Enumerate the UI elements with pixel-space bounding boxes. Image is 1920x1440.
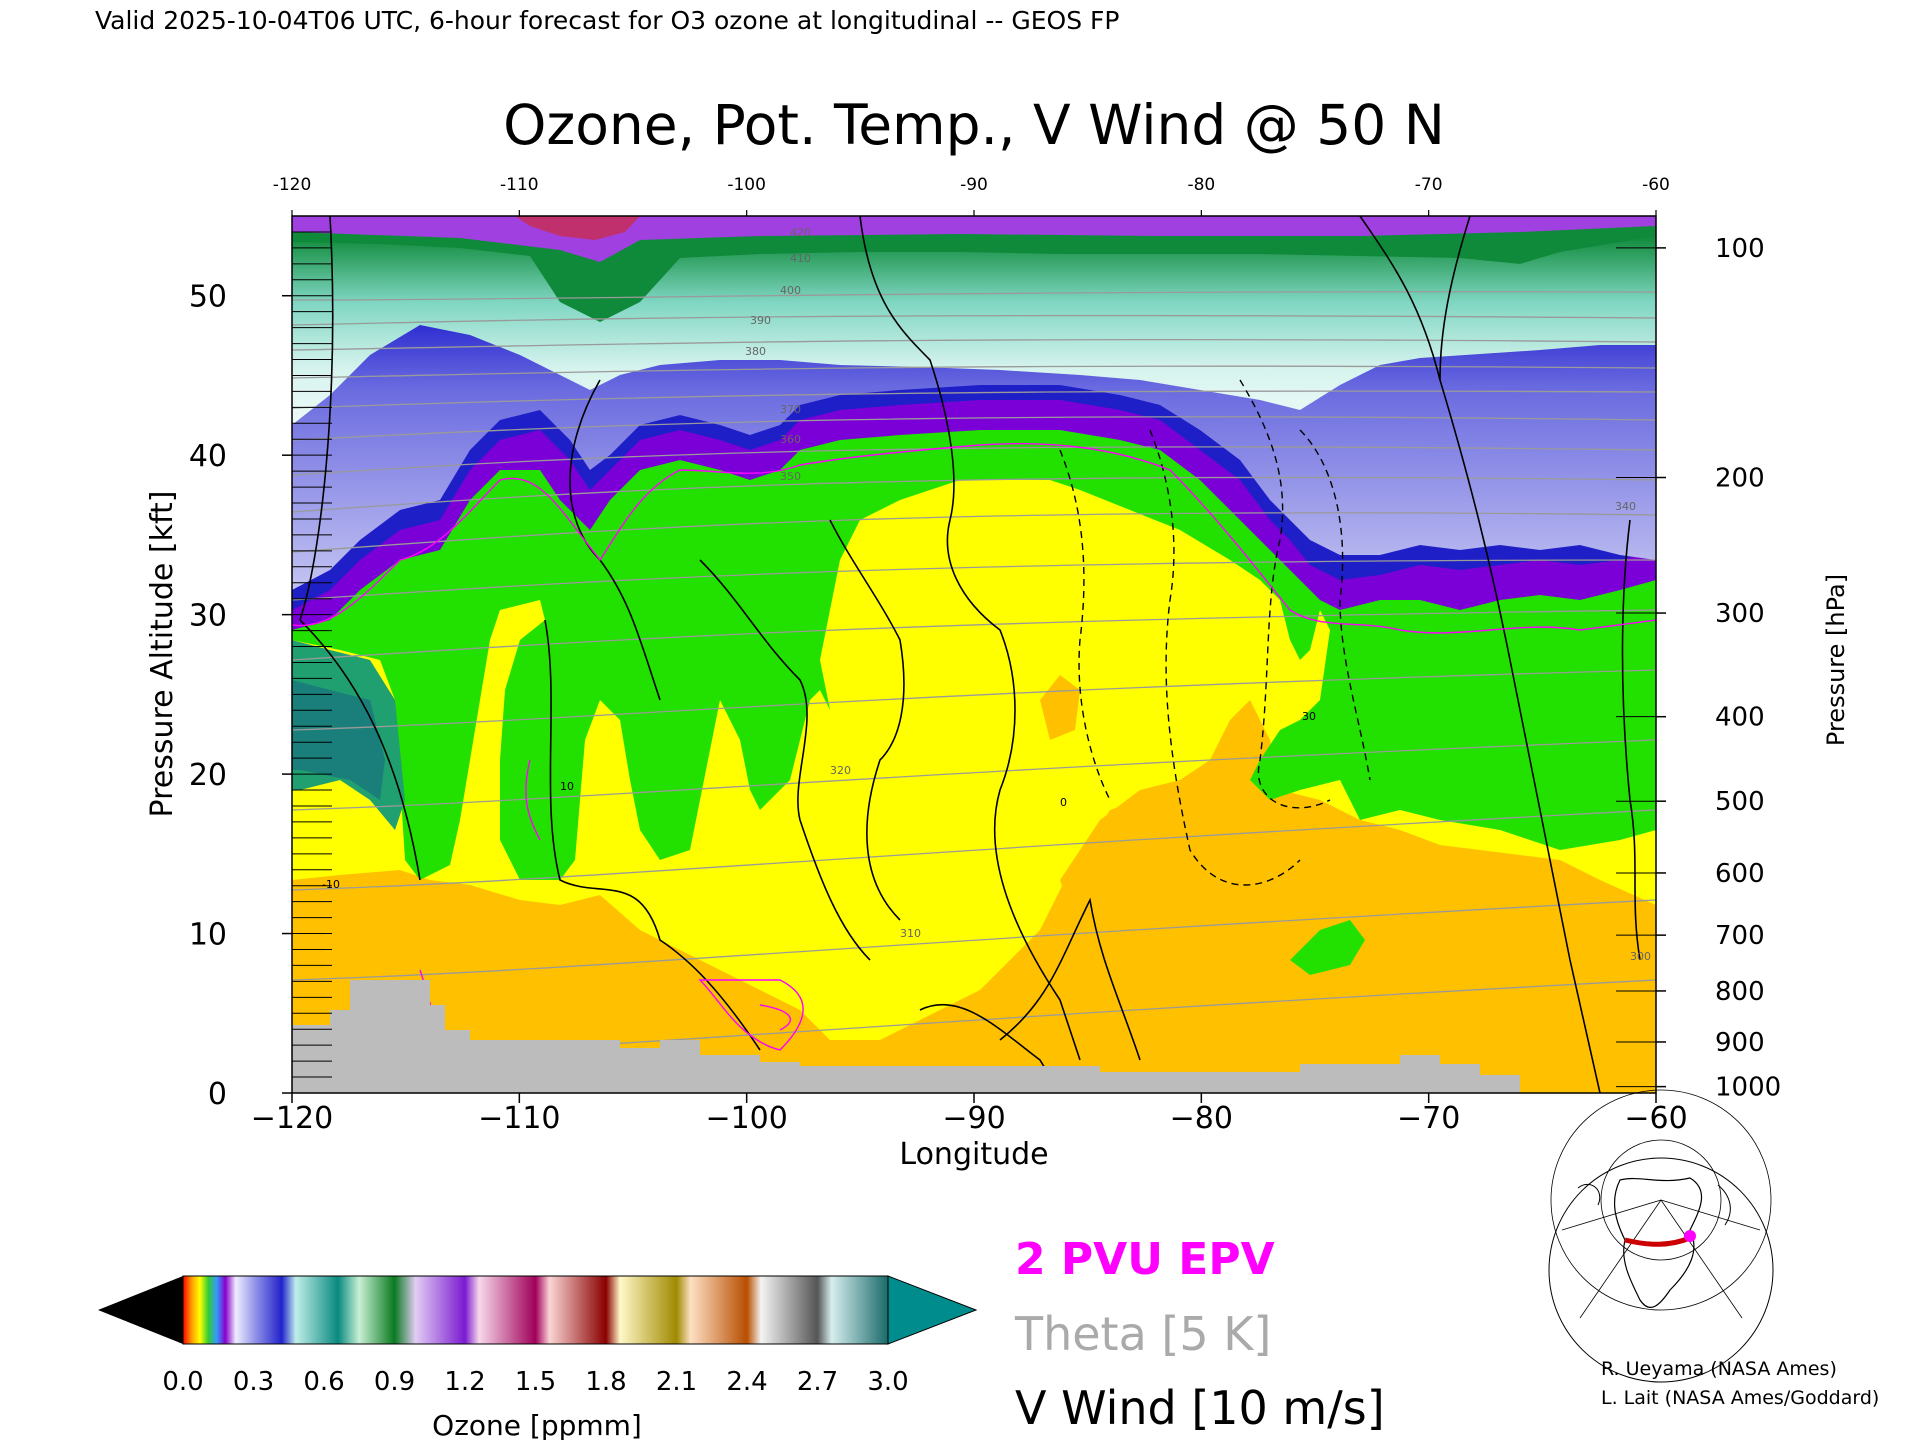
- theta-contour-label: 400: [780, 284, 801, 297]
- theta-contour-label: 420: [790, 226, 811, 239]
- locator-map-landmass: [1614, 1177, 1703, 1308]
- x-tick-label: −100: [705, 1101, 787, 1136]
- y-tick-label: 30: [189, 599, 227, 634]
- y2-axis: 100 200 300 400 500 600 700 800 900 1000: [1616, 234, 1781, 1103]
- y2-tick-label: 100: [1715, 234, 1765, 264]
- y-tick-label: 40: [189, 439, 227, 474]
- theta-contour-label: 410: [790, 252, 811, 265]
- credit-line-1: R. Ueyama (NASA Ames): [1601, 1358, 1837, 1380]
- theta-contour-label: 390: [750, 314, 771, 327]
- top-axis: -120 -110 -100 -90 -80 -70 -60: [273, 175, 1670, 216]
- top-tick-label: -90: [960, 175, 988, 195]
- top-tick-label: -120: [273, 175, 312, 195]
- ozone-band-magenta-top: [515, 216, 640, 240]
- colorbar-label: Ozone [ppmm]: [432, 1409, 642, 1440]
- top-tick-label: -80: [1187, 175, 1215, 195]
- colorbar-ticks: 0.0 0.3 0.6 0.9 1.2 1.5 1.8 2.1 2.4 2.7 3.0: [162, 1367, 908, 1397]
- legend-epv: 2 PVU EPV: [1015, 1234, 1275, 1285]
- y2-tick-label: 200: [1715, 464, 1765, 494]
- valid-time-header: Valid 2025-10-04T06 UTC, 6-hour forecast…: [95, 6, 1119, 35]
- wind-contour-label: 30: [1302, 710, 1316, 723]
- y2-tick-label: 1000: [1715, 1073, 1781, 1103]
- chart-title: Ozone, Pot. Temp., V Wind @ 50 N: [503, 93, 1445, 157]
- theta-contour-label: 370: [780, 403, 801, 416]
- topography: [292, 980, 1520, 1093]
- top-tick-label: -60: [1642, 175, 1670, 195]
- credit-line-2: L. Lait (NASA Ames/Goddard): [1601, 1387, 1879, 1409]
- contour-labels: 420 410 400 390 380 370 360 350 340 320 310 300 0 10 -…: [322, 226, 1651, 963]
- colorbar-tick-label: 3.0: [867, 1367, 908, 1397]
- x-tick-label: −90: [942, 1101, 1005, 1136]
- ozone-band-lavender: [292, 320, 1656, 590]
- colorbar-tick-label: 0.9: [374, 1367, 415, 1397]
- colorbar-tick-label: 2.1: [656, 1367, 697, 1397]
- x-axis-title: Longitude: [899, 1137, 1048, 1172]
- y2-tick-label: 400: [1715, 703, 1765, 733]
- wind-contour-label: 0: [1060, 796, 1067, 809]
- colorbar-gradient: [182, 1275, 889, 1345]
- y-tick-label: 20: [189, 758, 227, 793]
- y-axis: 0 10 20 30 40 50: [189, 280, 292, 1112]
- y2-tick-label: 900: [1715, 1028, 1765, 1058]
- theta-contours: [292, 291, 1656, 1061]
- ozone-field: 420 410 400 390 380 370 360 350 340 320 310 300 0 10 -…: [292, 216, 1656, 1093]
- colorbar-tick-label: 2.7: [797, 1367, 838, 1397]
- locator-map: [1548, 1089, 1774, 1383]
- colorbar-below-arrow: [98, 1276, 183, 1344]
- x-axis: −120 −110 −100 −90 −80 −70 −60: [251, 1093, 1688, 1136]
- wind-contour-label: 10: [560, 780, 574, 793]
- ozone-band-mint: [292, 236, 1656, 425]
- y2-tick-label: 300: [1715, 599, 1765, 629]
- legend-wind: V Wind [10 m/s]: [1015, 1381, 1385, 1435]
- theta-contour-label: 350: [780, 470, 801, 483]
- theta-contour-label: 310: [900, 927, 921, 940]
- x-tick-label: −70: [1397, 1101, 1460, 1136]
- y2-tick-label: 500: [1715, 787, 1765, 817]
- left-axis-minor-ticks: [292, 231, 332, 1078]
- x-tick-label: −120: [251, 1101, 333, 1136]
- top-tick-label: -100: [727, 175, 766, 195]
- theta-contour-label: 320: [830, 764, 851, 777]
- y2-tick-label: 600: [1715, 859, 1765, 889]
- y2-tick-label: 800: [1715, 977, 1765, 1007]
- y2-axis-title: Pressure [hPa]: [1822, 574, 1850, 746]
- colorbar-tick-label: 1.5: [515, 1367, 556, 1397]
- top-tick-label: -110: [500, 175, 539, 195]
- colorbar-tick-label: 0.3: [233, 1367, 274, 1397]
- theta-contour-label: 380: [745, 345, 766, 358]
- ozone-band-orange-patch: [1060, 700, 1280, 940]
- theta-contour-label: 360: [780, 433, 801, 446]
- y-axis-title: Pressure Altitude [kft]: [145, 491, 180, 818]
- ozone-band-purple-top: [292, 216, 1656, 262]
- x-tick-label: −60: [1624, 1101, 1687, 1136]
- wind-contour-label: -10: [322, 878, 340, 891]
- colorbar-tick-label: 0.6: [303, 1367, 344, 1397]
- colorbar-tick-label: 2.4: [726, 1367, 767, 1397]
- theta-contour-label: 300: [1630, 950, 1651, 963]
- locator-map-marker: [1684, 1230, 1696, 1242]
- locator-map-section-line: [1624, 1235, 1691, 1247]
- x-tick-label: −80: [1170, 1101, 1233, 1136]
- y2-tick-label: 700: [1715, 921, 1765, 951]
- legend-theta: Theta [5 K]: [1014, 1307, 1271, 1361]
- colorbar-tick-label: 1.2: [444, 1367, 485, 1397]
- y-tick-label: 50: [189, 280, 227, 315]
- colorbar-above-arrow: [887, 1275, 978, 1345]
- wind-contours-negative: [1059, 379, 1371, 886]
- theta-contour-label: 340: [1615, 500, 1636, 513]
- x-tick-label: −110: [478, 1101, 560, 1136]
- colorbar: 0.0 0.3 0.6 0.9 1.2 1.5 1.8 2.1 2.4 2.7 3.0 Ozone …: [98, 1275, 978, 1440]
- y-tick-label: 0: [208, 1077, 227, 1112]
- ozone-band-green-blob: [1290, 920, 1365, 975]
- y-tick-label: 10: [189, 918, 227, 953]
- top-tick-label: -70: [1415, 175, 1443, 195]
- colorbar-tick-label: 1.8: [585, 1367, 626, 1397]
- colorbar-tick-label: 0.0: [162, 1367, 203, 1397]
